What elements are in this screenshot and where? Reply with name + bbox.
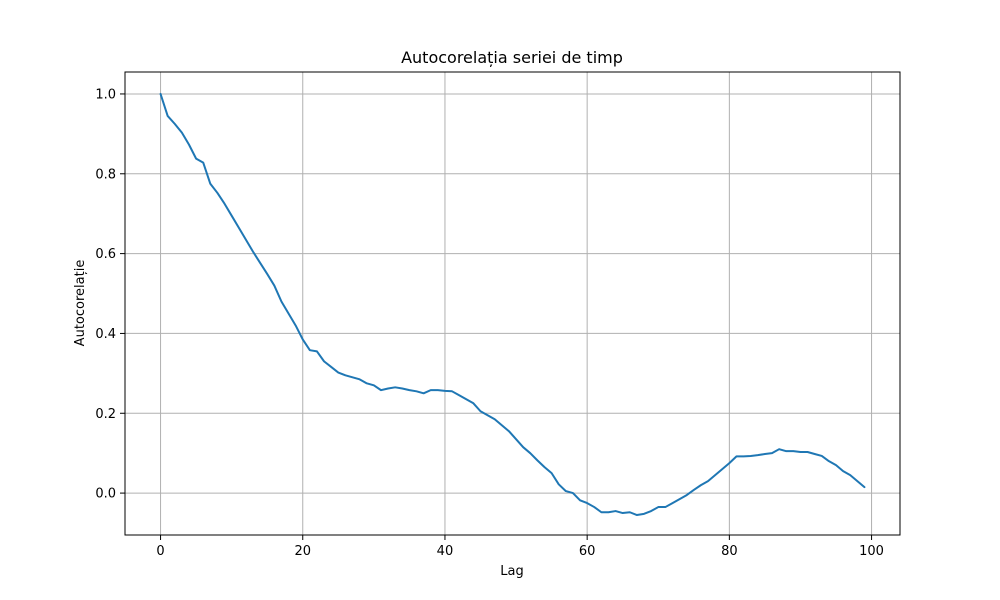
- y-axis: 0.0 0.2 0.4 0.6 0.8 1.0: [95, 87, 125, 502]
- x-tick-label: 20: [294, 544, 311, 559]
- plot-frame: [124, 71, 901, 536]
- y-tick-label: 0.8: [95, 167, 116, 182]
- autocorrelation-series-line: [159, 92, 866, 517]
- y-tick-label: 0.4: [95, 327, 116, 342]
- series-layer: [159, 92, 866, 517]
- x-axis-label: Lag: [500, 564, 523, 579]
- y-tick-label: 0.0: [95, 487, 116, 502]
- x-tick-label: 60: [579, 544, 596, 559]
- x-tick-label: 80: [721, 544, 738, 559]
- x-tick-label: 40: [437, 544, 454, 559]
- grid: [125, 72, 900, 535]
- y-tick-label: 0.6: [95, 247, 116, 262]
- y-tick-label: 1.0: [95, 87, 116, 102]
- y-axis-label: Autocorelație: [73, 260, 88, 347]
- y-tick-label: 0.2: [95, 407, 116, 422]
- x-tick-label: 0: [156, 544, 164, 559]
- x-axis: 0 20 40 60 80 100: [156, 535, 884, 559]
- chart-title: Autocorelația seriei de timp: [401, 48, 623, 67]
- x-tick-label: 100: [859, 544, 884, 559]
